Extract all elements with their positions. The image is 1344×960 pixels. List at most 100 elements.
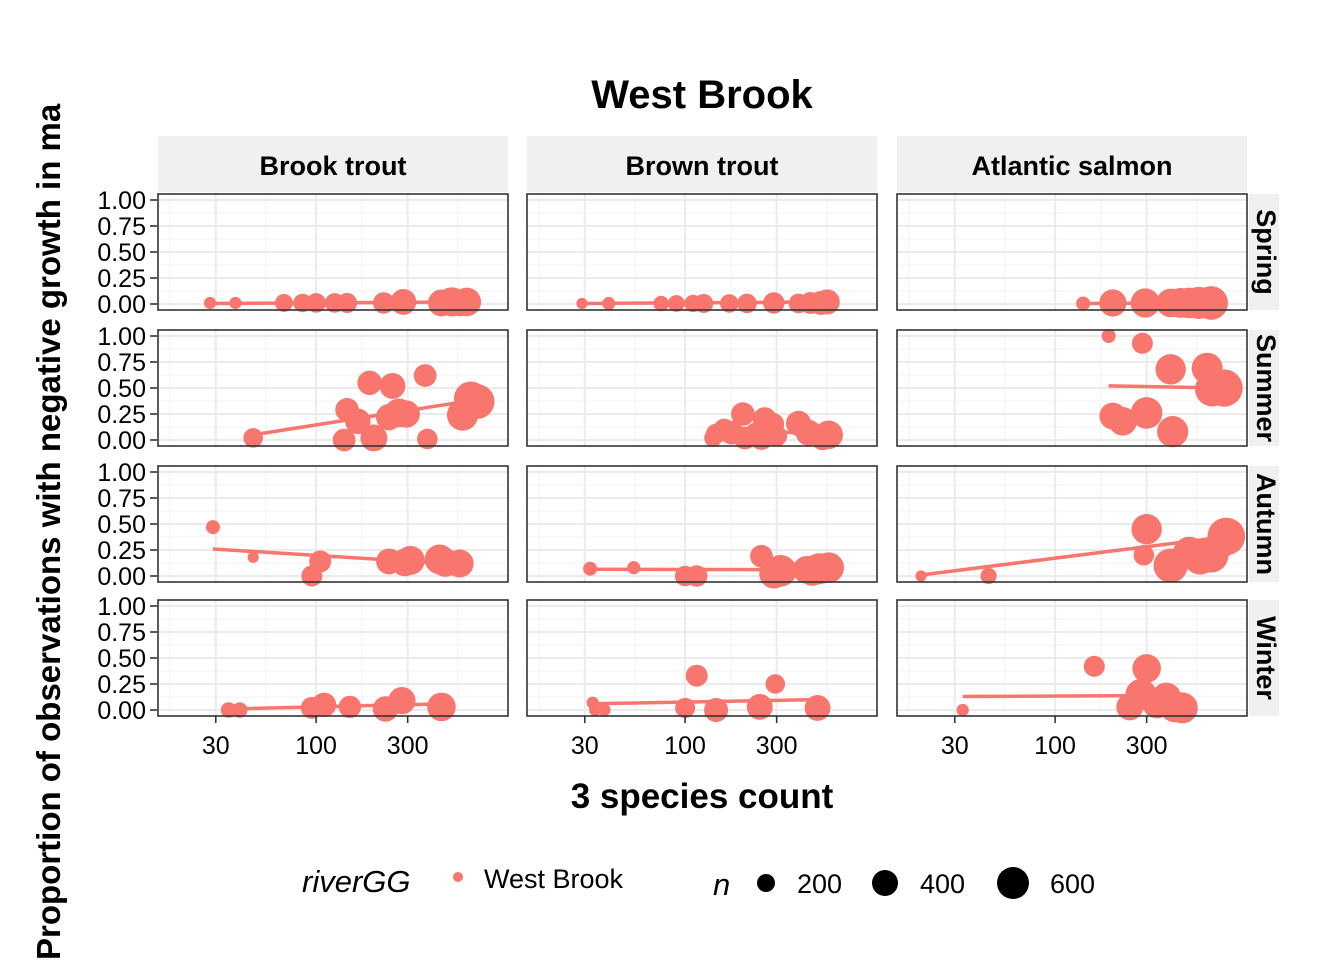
panel-border	[157, 193, 509, 311]
strip-label-spring: Spring	[1251, 209, 1281, 295]
panel-spring-brown-trout	[526, 193, 878, 315]
x-tick-label: 30	[941, 732, 969, 760]
y-axis-label: Proportion of observations with negative…	[30, 103, 67, 960]
legend-size-label-200: 200	[797, 869, 842, 899]
panel-winter-brook-trout	[157, 599, 509, 722]
y-tick-label: 0.00	[97, 563, 146, 591]
strip-summer	[1249, 330, 1279, 446]
fit-line	[590, 567, 829, 572]
y-tick-label: 1.00	[97, 323, 146, 351]
data-point	[598, 703, 611, 717]
data-point	[1133, 544, 1155, 566]
y-tick-label: 0.00	[97, 427, 146, 455]
strip-spring	[1249, 194, 1279, 310]
fit-line	[1083, 301, 1218, 306]
data-point	[243, 428, 263, 448]
legend-color-entry: West Brook	[484, 864, 624, 894]
panel-spring-brook-trout	[157, 193, 509, 317]
panel-border	[526, 329, 878, 447]
data-point	[1101, 328, 1116, 344]
data-point	[220, 702, 237, 718]
legend-size-label-400: 400	[920, 869, 965, 899]
data-point	[980, 567, 997, 585]
y-tick-label: 0.50	[97, 511, 146, 539]
panel-spring-atlantic-salmon	[896, 193, 1248, 320]
x-tick-label: 100	[295, 732, 337, 760]
legend-size-key-400	[872, 870, 898, 896]
y-tick-label: 0.25	[97, 401, 146, 429]
x-tick-label: 100	[664, 732, 706, 760]
y-tick-label: 0.25	[97, 537, 146, 565]
strip-label-brook-trout: Brook trout	[260, 151, 407, 181]
y-tick-label: 0.75	[97, 213, 146, 241]
data-point	[417, 428, 438, 450]
data-point	[813, 552, 845, 584]
data-point	[731, 402, 755, 426]
strip-atlantic-salmon	[897, 136, 1247, 192]
panel-border	[896, 193, 1248, 311]
strip-label-summer: Summer	[1251, 334, 1281, 443]
chart-title: West Brook	[591, 73, 813, 117]
strip-brown-trout	[527, 136, 877, 192]
panel-autumn-brook-trout	[157, 465, 509, 587]
y-tick-label: 0.75	[97, 619, 146, 647]
x-tick-label: 30	[571, 732, 599, 760]
data-point	[814, 420, 843, 450]
panel-summer-brook-trout	[157, 329, 509, 452]
legend-size-label-600: 600	[1050, 869, 1095, 899]
x-tick-label: 100	[1034, 732, 1076, 760]
legend-color-title: riverGG	[302, 864, 411, 899]
strip-brook-trout	[158, 136, 508, 192]
panel-border	[157, 329, 509, 447]
data-point	[379, 372, 406, 399]
data-point	[388, 687, 416, 715]
strip-label-autumn: Autumn	[1251, 473, 1281, 575]
x-axis-label: 3 species count	[571, 777, 834, 816]
panel-border	[896, 465, 1248, 583]
data-point	[1108, 406, 1137, 436]
data-point	[205, 520, 220, 535]
fit-line	[252, 397, 479, 437]
data-point	[1157, 416, 1189, 448]
data-point	[1083, 655, 1105, 677]
data-point	[804, 694, 831, 721]
data-point	[765, 674, 786, 694]
data-point	[583, 561, 598, 576]
data-point	[345, 408, 371, 435]
y-tick-label: 0.50	[97, 375, 146, 403]
panel-winter-brown-trout	[526, 599, 878, 723]
fit-line	[581, 300, 828, 306]
y-tick-label: 0.25	[97, 671, 146, 699]
data-point	[1130, 397, 1163, 429]
data-point	[392, 400, 420, 428]
x-tick-label: 300	[1126, 732, 1168, 760]
panel-border	[157, 599, 509, 717]
panel-border	[526, 193, 878, 311]
fit-line	[962, 693, 1185, 699]
panel-autumn-brown-trout	[526, 465, 878, 589]
data-point	[1155, 354, 1186, 385]
panel-border	[896, 329, 1248, 447]
panel-autumn-atlantic-salmon	[896, 465, 1248, 585]
data-point	[459, 384, 495, 419]
strip-label-atlantic-salmon: Atlantic salmon	[971, 151, 1172, 181]
fit-line	[592, 697, 816, 706]
y-tick-label: 0.75	[97, 485, 146, 513]
y-tick-label: 0.50	[97, 645, 146, 673]
panel-summer-brown-trout	[526, 329, 878, 451]
data-point	[1131, 332, 1153, 354]
data-point	[589, 703, 602, 717]
fit-line	[228, 702, 447, 711]
strip-autumn	[1249, 466, 1279, 582]
panel-border	[526, 599, 878, 717]
data-point	[1131, 513, 1162, 545]
fit-line	[210, 300, 469, 306]
data-point	[766, 425, 788, 447]
y-tick-label: 1.00	[97, 187, 146, 215]
x-tick-label: 300	[756, 732, 798, 760]
y-tick-label: 0.00	[97, 697, 146, 725]
panel-grid: Brook trout Brown trout Atlantic salmon Spr…	[97, 136, 1281, 760]
y-tick-label: 0.75	[97, 349, 146, 377]
y-tick-label: 0.50	[97, 239, 146, 267]
